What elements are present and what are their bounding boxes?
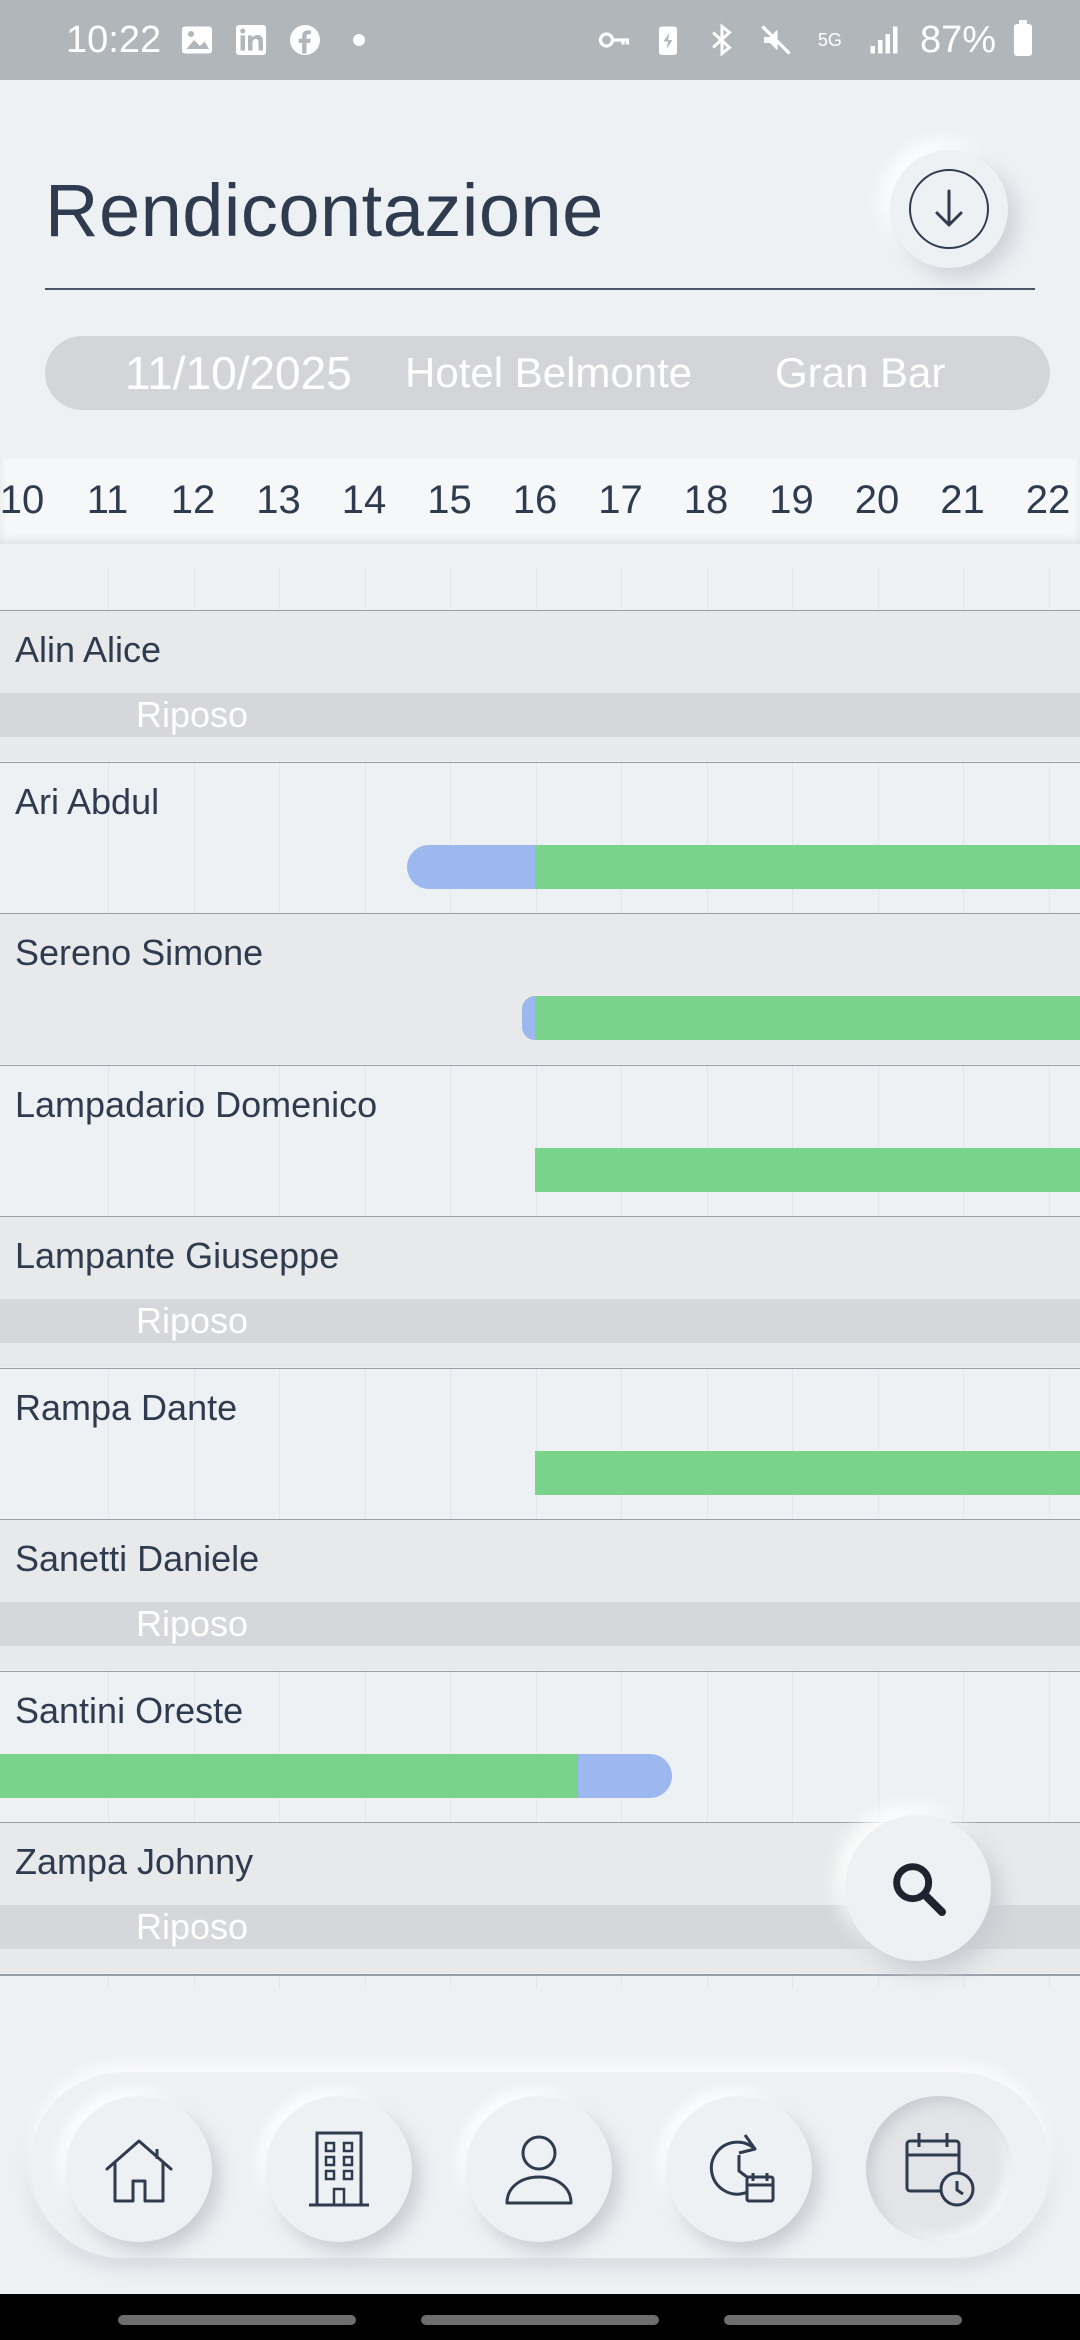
employee-name: Lampadario Domenico [15, 1083, 378, 1125]
hotel-filter[interactable]: Hotel Belmonte [405, 349, 693, 396]
date-filter[interactable]: 11/10/2025 [125, 347, 352, 399]
rest-band: Riposo [0, 1299, 1080, 1343]
employee-name: Lampante Giuseppe [15, 1235, 340, 1276]
bottom-navigation [30, 2072, 1050, 2258]
system-home-handle[interactable] [421, 2315, 659, 2325]
system-navigation-bar [0, 2294, 1080, 2340]
timeline[interactable]: 10 11 12 13 14 15 16 17 18 19 20 21 22 Alin Alice Rip… [0, 458, 1080, 1998]
page-title: Rendicontazione [45, 169, 604, 252]
employee-name: Rampa Dante [15, 1386, 238, 1428]
image-icon [179, 22, 215, 58]
signal-icon [866, 22, 902, 58]
planned-shift-bar[interactable] [522, 996, 535, 1040]
mute-icon [758, 22, 794, 58]
hour-label: 13 [256, 478, 301, 522]
system-recents-handle[interactable] [724, 2315, 962, 2325]
employee-row[interactable]: Lampante Giuseppe Riposo [0, 1216, 1080, 1367]
employee-row[interactable]: Lampadario Domenico [0, 1064, 1080, 1216]
battery-icon [1014, 20, 1032, 56]
search-button[interactable] [845, 1815, 991, 1961]
employee-row[interactable]: Sereno Simone [0, 913, 1080, 1064]
employee-row[interactable]: Santini Oreste [0, 1670, 1080, 1822]
rest-label: Riposo [136, 1906, 249, 1947]
nav-profile[interactable] [466, 2096, 612, 2242]
status-time: 10:22 [66, 18, 162, 61]
hour-label: 11 [86, 478, 129, 522]
planned-shift-bar[interactable] [577, 1753, 672, 1798]
employee-name: Sanetti Daniele [15, 1538, 260, 1579]
facebook-icon [287, 22, 323, 58]
battery-saver-icon [650, 22, 686, 58]
rest-label: Riposo [136, 1300, 249, 1341]
rest-band: Riposo [0, 693, 1080, 737]
network-5g-icon: 5G [812, 22, 848, 58]
filter-bar[interactable]: 11/10/2025 Hotel Belmonte Gran Bar [45, 336, 1050, 410]
status-bar: 10:22 5G 87% [0, 0, 1080, 80]
employee-name: Ari Abdul [15, 780, 160, 822]
planned-shift-bar[interactable] [406, 844, 535, 889]
search-icon [893, 1863, 946, 1916]
header: Rendicontazione 11/10/2025 Hotel Belmont… [0, 80, 1080, 460]
bluetooth-icon [704, 22, 740, 58]
worked-shift-bar[interactable] [535, 1450, 1080, 1495]
hour-label: 12 [170, 478, 216, 522]
hour-label: 18 [683, 478, 729, 522]
outlet-filter[interactable]: Gran Bar [775, 349, 946, 396]
title-divider [45, 288, 1035, 290]
nav-reporting[interactable] [866, 2096, 1012, 2242]
hour-label: 20 [854, 478, 900, 522]
employee-name: Zampa Johnny [15, 1841, 254, 1882]
worked-shift-bar[interactable] [535, 844, 1080, 889]
nav-shift-change[interactable] [666, 2096, 812, 2242]
battery-percent: 87% [919, 18, 996, 61]
linkedin-icon [233, 22, 269, 58]
employee-row[interactable]: Ari Abdul [0, 761, 1080, 913]
hour-label: 22 [1025, 478, 1071, 522]
hour-label: 15 [427, 478, 472, 522]
refresh-calendar-icon [709, 2134, 775, 2203]
timeline-bottom-divider [0, 1974, 1080, 1976]
rest-band: Riposo [0, 1602, 1080, 1646]
download-icon [909, 169, 989, 249]
hour-label: 14 [341, 478, 387, 522]
home-icon [105, 2139, 173, 2203]
hour-label: 19 [769, 478, 814, 522]
nav-building[interactable] [266, 2096, 412, 2242]
employee-name: Sereno Simone [15, 932, 264, 973]
rest-label: Riposo [136, 1603, 249, 1644]
worked-shift-bar[interactable] [0, 1753, 578, 1798]
employee-name: Santini Oreste [15, 1689, 244, 1731]
worked-shift-bar[interactable] [535, 1147, 1080, 1192]
employee-name: Alin Alice [15, 629, 162, 670]
employee-row[interactable]: Rampa Dante [0, 1367, 1080, 1519]
hour-label: 17 [598, 478, 643, 522]
nav-home[interactable] [66, 2096, 212, 2242]
building-icon [309, 2131, 369, 2207]
system-back-handle[interactable] [118, 2315, 356, 2325]
calendar-history-icon [905, 2133, 975, 2207]
employee-row[interactable]: Alin Alice Riposo [0, 610, 1080, 761]
user-icon [505, 2135, 573, 2205]
hour-label: 10 [0, 478, 45, 522]
dot-icon [341, 22, 377, 58]
rest-label: Riposo [136, 694, 249, 735]
employee-row[interactable]: Sanetti Daniele Riposo [0, 1519, 1080, 1670]
network-label: 5G [817, 30, 842, 50]
hour-label: 16 [512, 478, 558, 522]
download-button[interactable] [890, 150, 1008, 268]
hours-header: 10 11 12 13 14 15 16 17 18 19 20 21 22 [0, 458, 1080, 544]
worked-shift-bar[interactable] [535, 996, 1080, 1040]
hour-label: 21 [940, 478, 985, 522]
key-icon [596, 22, 632, 58]
